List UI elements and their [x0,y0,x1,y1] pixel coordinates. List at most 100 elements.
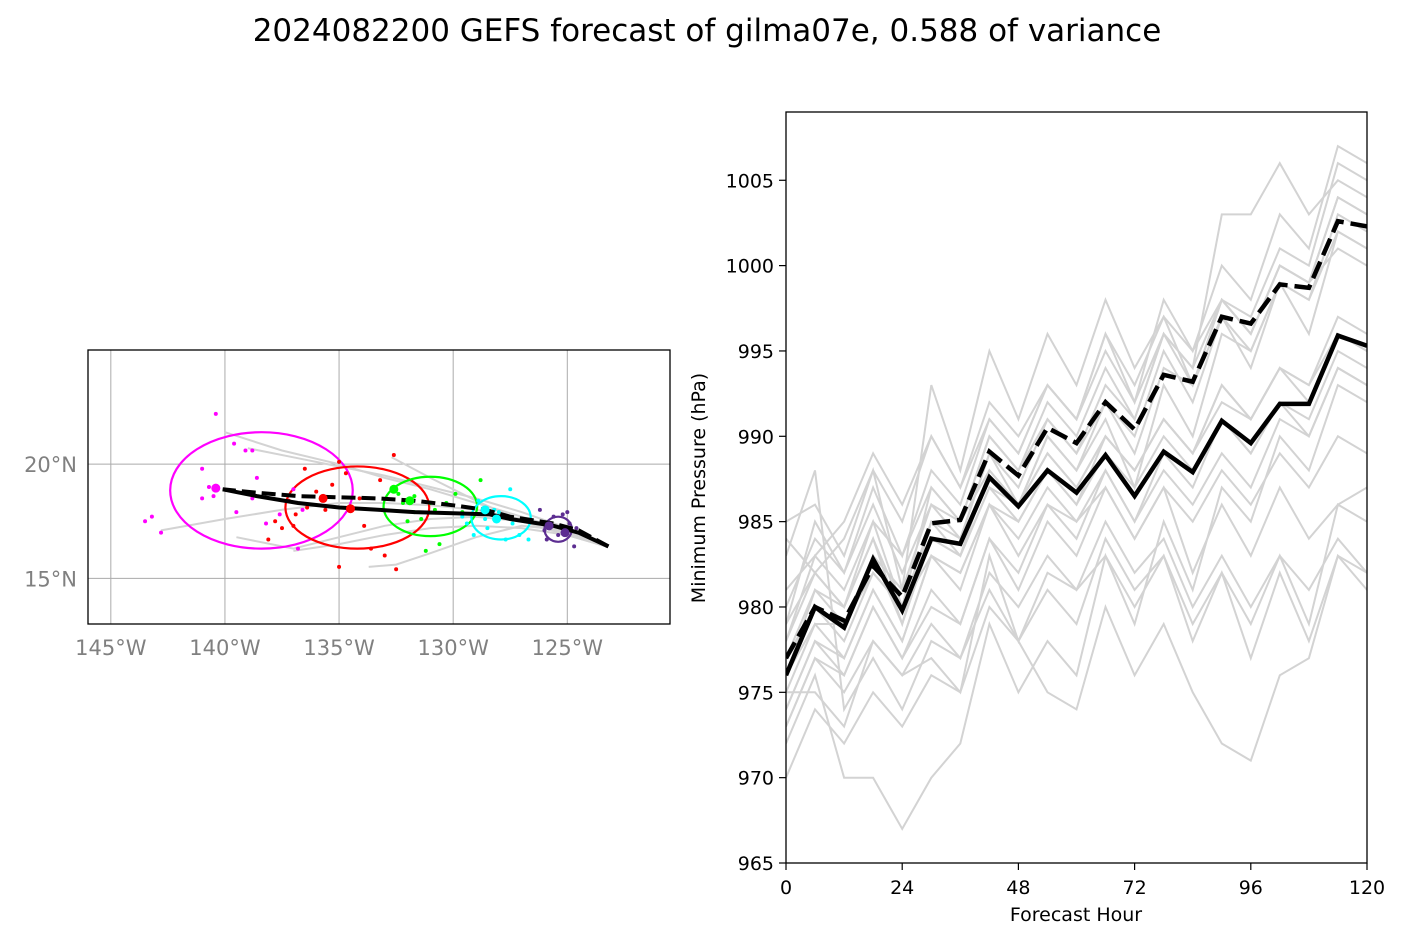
map-tick-labels: 145°W 140°W 135°W 130°W 125°W 15°N 20°N [24,453,603,660]
member-pressure-line [786,229,1367,591]
member-position-point [264,521,269,526]
y-tick-label: 990 [738,426,774,448]
member-pressure-line [786,552,1367,729]
track-point [318,493,328,503]
map-plot-area [143,411,610,572]
y-tick-label: 980 [738,597,774,619]
y-tick-label: 1000 [726,256,774,278]
member-position-point [277,512,282,517]
member-pressure-line [786,315,1367,710]
member-position-point [302,466,307,471]
dashed-pressure-line [786,218,1367,660]
x-tick-label: 96 [1239,877,1263,899]
y-tick-label: 985 [738,512,774,534]
uncertainty-ellipse [284,465,431,550]
x-tick-label: 72 [1123,877,1147,899]
y-tick-label: 975 [738,682,774,704]
member-position-point [254,475,259,480]
dashed-track-line [222,487,610,549]
member-position-point [396,491,401,496]
member-position-point [337,459,342,464]
member-position-point [369,546,374,551]
y-tick-label: 995 [738,341,774,363]
member-position-point [508,487,513,492]
track-point [544,521,554,531]
member-position-point [143,519,148,524]
member-position-point [560,512,565,517]
member-position-point [537,507,542,512]
member-position-point [526,537,531,542]
member-position-point [378,478,383,483]
track-point [211,483,221,493]
member-position-point [213,411,218,416]
member-position-point [280,526,284,531]
member-pressure-line [786,383,1367,831]
member-position-point [405,519,410,524]
member-pressure-line [786,503,1367,779]
member-position-point [314,489,319,494]
member-position-point [485,526,490,531]
uncertainty-ellipse [169,431,354,550]
x-tick-label: 48 [1006,877,1030,899]
member-position-point [565,510,570,515]
member-position-point [200,466,205,471]
member-position-point [293,512,298,517]
member-position-point [572,544,577,549]
y-tick-label: 965 [738,853,774,875]
mean-track-line [222,487,610,549]
member-position-point [295,546,300,551]
member-position-point [510,521,515,526]
member-position-point [437,542,442,547]
pressure-tick-labels: 0 24 48 72 96 120 965 970 975 980 985 990 995 1000 100… [726,170,1385,899]
member-position-point [503,537,508,542]
x-tick-label: 24 [890,877,914,899]
map-x-tick-label: 130°W [417,636,489,660]
member-position-point [544,537,549,542]
member-position-point [234,510,239,515]
x-axis-label: Forecast Hour [1010,904,1142,926]
member-pressure-line [786,230,1367,642]
track-point [560,528,570,538]
figure-title: 2024082200 GEFS forecast of gilma07e, 0.… [253,13,1162,49]
member-position-point [394,567,399,572]
member-position-point [232,441,237,446]
track-point [389,484,399,494]
member-pressure-line [786,247,1367,625]
member-position-point [542,528,547,533]
y-tick-label: 1005 [726,170,774,192]
member-position-point [159,530,164,535]
map-gridlines [88,350,670,624]
member-pressure-line [786,434,1367,676]
member-position-point [357,496,362,501]
member-position-point [478,478,483,483]
pressure-panel: 0 24 48 72 96 120 965 970 975 980 985 990 995 1000 100… [688,111,1385,926]
member-position-point [250,448,255,453]
member-position-point [574,526,579,531]
pressure-frame [785,111,1368,864]
track-point [480,505,490,515]
y-axis-label: Minimum Pressure (hPa) [688,373,710,603]
member-position-point [391,453,396,458]
member-position-point [453,491,458,496]
member-position-point [211,494,216,499]
x-tick-label: 0 [780,877,792,899]
member-position-point [149,514,154,519]
track-point [492,514,502,524]
member-position-point [496,510,501,515]
member-position-point [330,482,335,487]
member-position-point [412,494,417,499]
member-pressure-line [786,366,1367,659]
member-pressure-line [786,470,1367,763]
member-position-point [362,523,367,528]
member-position-point [291,523,296,528]
member-position-point [567,521,572,526]
member-position-point [273,519,278,524]
member-pressure-line [786,161,1367,591]
map-frame [87,349,671,625]
mean-pressure-line [786,332,1367,677]
member-position-point [323,507,328,512]
member-position-point [419,516,424,521]
member-position-point [460,514,465,519]
map-y-tick-label: 15°N [24,567,77,591]
map-y-tick-label: 20°N [24,453,77,477]
